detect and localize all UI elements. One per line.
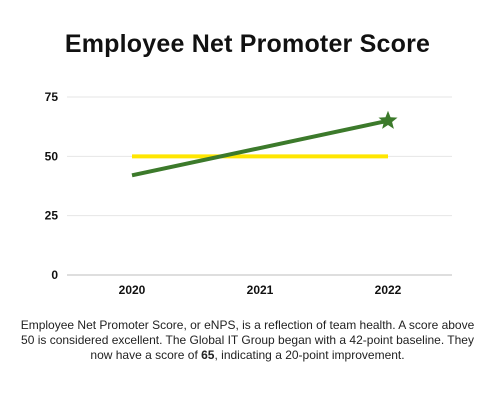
x-tick-label-2022: 2022 [375, 283, 402, 297]
caption-text-end: , indicating a 20-point improvement. [214, 348, 405, 362]
chart-caption: Employee Net Promoter Score, or eNPS, is… [15, 318, 480, 363]
x-tick-label-2020: 2020 [119, 283, 146, 297]
caption-highlight-score: 65 [201, 348, 215, 362]
series-line-0 [131, 118, 389, 178]
series-group [131, 110, 398, 178]
star-icon [378, 110, 398, 129]
y-tick-label-0: 0 [51, 268, 58, 282]
y-tick-label-25: 25 [45, 209, 59, 223]
gridlines [67, 96, 452, 276]
chart-title: Employee Net Promoter Score [64, 30, 431, 58]
x-tick-label-2021: 2021 [247, 283, 274, 297]
y-tick-label-50: 50 [45, 149, 59, 163]
y-tick-label-75: 75 [45, 90, 59, 104]
x-axis-ticks: 2020 2021 2022 [119, 283, 402, 297]
caption-text-start: Employee Net Promoter Score, or eNPS, is… [20, 318, 475, 362]
y-axis-ticks: 0 25 50 75 [45, 90, 59, 282]
